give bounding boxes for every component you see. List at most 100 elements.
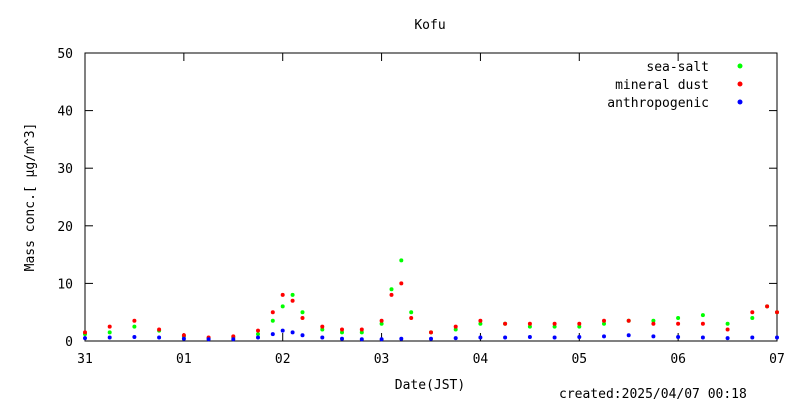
data-point <box>132 318 137 323</box>
data-point <box>725 327 730 332</box>
data-point <box>409 310 414 315</box>
y-axis: 0 10 20 30 40 50 <box>57 47 777 350</box>
data-point <box>83 336 87 341</box>
legend-marker <box>737 99 743 105</box>
x-tick-label: 06 <box>670 352 686 367</box>
data-point <box>300 333 305 338</box>
y-tick-label: 30 <box>57 162 73 177</box>
data-point <box>320 324 325 329</box>
data-point <box>231 334 236 339</box>
data-point <box>676 335 681 339</box>
data-point <box>206 337 211 342</box>
x-tick-label: 03 <box>374 352 390 367</box>
data-point <box>775 310 779 315</box>
data-point <box>359 327 364 332</box>
legend: sea-salt mineral dust anthropogenic <box>607 60 743 111</box>
data-point <box>552 321 557 326</box>
data-point <box>379 318 384 323</box>
data-point <box>107 330 112 335</box>
data-point <box>453 324 458 329</box>
x-tick-label: 04 <box>473 352 489 367</box>
data-point <box>280 304 285 309</box>
data-point <box>478 318 483 323</box>
data-point <box>300 310 305 315</box>
data-point <box>700 321 705 326</box>
x-tick-label: 31 <box>77 352 93 367</box>
data-point <box>300 316 305 320</box>
data-point <box>157 327 162 332</box>
y-tick-label: 10 <box>57 277 73 292</box>
data-point <box>157 335 162 340</box>
y-tick-label: 50 <box>57 47 73 62</box>
data-point <box>503 321 508 326</box>
data-point <box>389 287 394 292</box>
data-point <box>626 318 631 323</box>
data-point <box>107 324 112 329</box>
data-point <box>132 335 137 339</box>
data-point <box>429 330 433 335</box>
data-point <box>651 321 656 326</box>
data-point <box>750 310 755 315</box>
data-point <box>700 313 705 318</box>
data-point <box>602 321 606 326</box>
data-point <box>750 335 755 340</box>
data-point <box>290 330 295 335</box>
y-tick-label: 40 <box>57 105 73 120</box>
data-point <box>270 310 275 315</box>
data-point <box>340 336 344 341</box>
data-point <box>700 335 705 340</box>
data-point <box>775 335 779 340</box>
data-point <box>429 336 433 341</box>
data-point <box>181 333 186 338</box>
series-sea-salt <box>83 258 779 341</box>
y-tick-label: 20 <box>57 220 73 235</box>
x-axis-label: Date(JST) <box>395 378 465 393</box>
legend-label: sea-salt <box>646 60 709 75</box>
data-point <box>270 332 275 337</box>
data-point <box>359 337 364 342</box>
x-tick-label: 05 <box>571 352 587 367</box>
data-point <box>765 304 770 309</box>
data-point <box>290 292 295 297</box>
data-point <box>256 335 260 340</box>
data-point <box>577 335 582 339</box>
data-point <box>527 324 532 329</box>
data-point <box>527 335 532 339</box>
data-point <box>409 316 414 320</box>
data-point <box>651 334 656 339</box>
data-point <box>320 327 325 332</box>
legend-marker <box>737 63 743 69</box>
data-point <box>280 328 285 333</box>
data-point <box>552 324 557 329</box>
data-point <box>676 316 681 320</box>
data-point <box>280 292 285 297</box>
data-point <box>290 298 295 303</box>
data-point <box>577 321 582 326</box>
x-tick-label: 07 <box>769 352 785 367</box>
data-point <box>725 336 730 341</box>
data-point <box>552 335 557 340</box>
legend-marker <box>737 81 743 87</box>
data-point <box>270 318 275 323</box>
data-point <box>602 334 606 339</box>
data-point <box>626 333 631 338</box>
data-point <box>577 324 582 329</box>
data-point <box>478 321 483 326</box>
plot-area <box>83 258 779 342</box>
legend-label: mineral dust <box>615 78 709 93</box>
created-timestamp: created:2025/04/07 00:18 <box>559 387 747 400</box>
legend-label: anthropogenic <box>607 96 709 111</box>
y-axis-label: Mass conc.[ μg/m^3] <box>23 123 38 272</box>
data-point <box>527 321 532 326</box>
data-point <box>340 327 344 332</box>
data-point <box>231 337 236 342</box>
data-point <box>478 335 483 340</box>
y-tick-label: 0 <box>65 335 73 350</box>
data-point <box>320 335 325 340</box>
data-point <box>399 336 404 341</box>
data-point <box>503 335 508 340</box>
data-point <box>725 321 730 326</box>
x-tick-label: 01 <box>176 352 192 367</box>
plot-frame <box>84 52 778 342</box>
